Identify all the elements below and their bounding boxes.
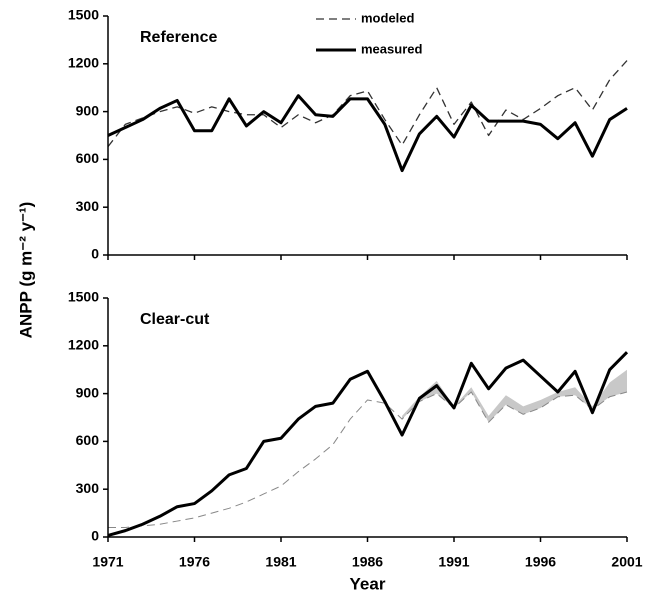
panel-title: Clear-cut <box>140 311 210 328</box>
x-tick-label: 1986 <box>352 554 383 570</box>
x-tick-label: 2001 <box>611 554 642 570</box>
x-tick-label: 1996 <box>525 554 556 570</box>
x-tick-label: 1991 <box>438 554 469 570</box>
x-tick-label: 1976 <box>179 554 210 570</box>
series-line <box>107 351 629 537</box>
x-tick-label: 1981 <box>265 554 296 570</box>
y-tick-label: 0 <box>91 246 99 262</box>
y-tick-label: 300 <box>76 480 100 496</box>
y-tick-label: 1500 <box>68 289 99 305</box>
y-tick-label: 0 <box>91 528 99 544</box>
y-tick-label: 1200 <box>68 337 99 353</box>
y-axis-label: ANPP (g m⁻² y⁻¹) <box>16 202 35 339</box>
y-tick-label: 1200 <box>68 55 99 71</box>
series-line <box>107 60 628 148</box>
y-tick-label: 1500 <box>68 7 99 23</box>
y-tick-label: 600 <box>76 150 100 166</box>
panel-title: Reference <box>140 29 217 46</box>
series-line <box>107 94 628 173</box>
y-tick-label: 900 <box>76 102 100 118</box>
legend-label: modeled <box>361 10 415 25</box>
y-tick-label: 900 <box>76 384 100 400</box>
range-band <box>402 369 627 423</box>
series-line <box>108 391 628 528</box>
y-tick-label: 600 <box>76 432 100 448</box>
x-tick-label: 1971 <box>92 554 123 570</box>
x-axis-label: Year <box>350 574 386 593</box>
y-tick-label: 300 <box>76 198 100 214</box>
legend-label: measured <box>361 41 422 56</box>
